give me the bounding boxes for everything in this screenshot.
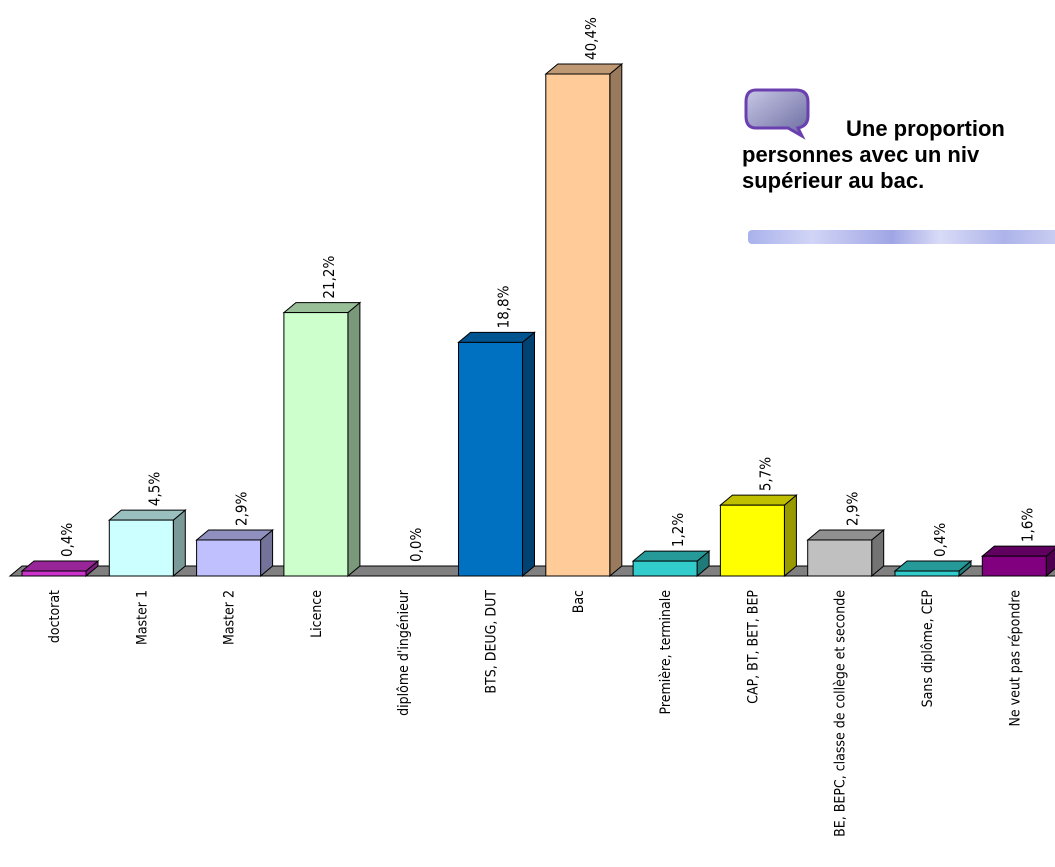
bar-side xyxy=(522,331,535,578)
bars-group xyxy=(20,62,1055,578)
value-label-1: 0,4% xyxy=(58,523,76,557)
bar-front xyxy=(21,570,87,577)
category-labels-group: doctorat Master 1 Master 2 Licence diplôme d… xyxy=(47,589,1023,837)
bar-side xyxy=(609,62,623,578)
callout-line-3: supérieur au bac. xyxy=(742,168,925,193)
bar-side xyxy=(172,509,186,578)
bar-front xyxy=(545,73,611,577)
value-label-4: 21,2% xyxy=(320,256,338,299)
callout-line-2: personnes avec un niv xyxy=(742,142,980,167)
bar-3 xyxy=(195,528,274,578)
value-label-5: 0,0% xyxy=(407,528,425,562)
bar-top xyxy=(893,560,973,572)
category-label-7: Bac xyxy=(571,590,587,613)
bar-10 xyxy=(806,528,886,578)
bar-top xyxy=(195,529,274,541)
category-label-2: Master 1 xyxy=(134,590,150,645)
category-label-1: doctorat xyxy=(47,590,63,643)
bar-side xyxy=(347,301,361,578)
bar-top xyxy=(544,63,624,75)
bar-top xyxy=(806,529,886,541)
value-labels-group: 0,4% 4,5% 2,9% 21,2% 0,0% 18,8% 40,4% 1,2% 5,7% 2… xyxy=(58,17,1036,562)
category-label-6: BTS, DEUG, DUT xyxy=(484,590,500,694)
bar-top xyxy=(980,545,1055,557)
value-label-12: 1,6% xyxy=(1018,508,1036,542)
value-label-6: 18,8% xyxy=(495,285,513,328)
bar-11 xyxy=(893,559,973,578)
value-label-8: 1,2% xyxy=(669,513,687,547)
bar-7 xyxy=(544,62,624,578)
value-label-3: 2,9% xyxy=(233,492,251,526)
bar-front xyxy=(807,539,873,577)
callout-text: Une proportion personnes avec un niv sup… xyxy=(742,116,1055,194)
bar-top xyxy=(631,550,711,562)
callout: Une proportion personnes avec un niv sup… xyxy=(742,86,1055,246)
bar-1 xyxy=(20,559,100,578)
bar-6 xyxy=(457,331,536,578)
value-label-10: 2,9% xyxy=(844,492,862,526)
category-label-4: Licence xyxy=(309,590,325,638)
bar-2 xyxy=(107,509,187,578)
bar-top xyxy=(457,331,536,343)
speech-bubble-icon xyxy=(744,88,810,140)
bar-front xyxy=(632,560,698,577)
value-label-2: 4,5% xyxy=(145,472,163,506)
bar-top xyxy=(282,302,362,314)
value-label-7: 40,4% xyxy=(582,17,600,60)
brush-stroke-decoration xyxy=(748,230,1055,244)
bar-9 xyxy=(719,494,798,578)
callout-line-1: Une proportion xyxy=(846,116,1005,141)
bar-front xyxy=(981,555,1047,577)
category-label-12: Ne veut pas répondre xyxy=(1007,590,1023,727)
bar-front xyxy=(283,312,349,577)
bar-top xyxy=(20,560,100,572)
value-label-9: 5,7% xyxy=(756,457,774,491)
bar-top xyxy=(107,509,187,521)
category-label-3: Master 2 xyxy=(222,590,238,645)
bar-front xyxy=(458,341,523,577)
bar-8 xyxy=(631,550,711,578)
bar-4 xyxy=(282,301,362,578)
bar-top xyxy=(719,494,798,506)
category-label-8: Première, terminale xyxy=(658,590,674,715)
category-label-9: CAP, BT, BET, BEP xyxy=(745,590,761,704)
category-label-5: diplôme d'ingénieur xyxy=(396,589,412,716)
bar-front xyxy=(196,539,262,577)
bar-front xyxy=(108,519,174,577)
category-label-10: BE, BEPC, classe de collège et seconde xyxy=(833,590,849,837)
bar-side xyxy=(783,494,797,578)
bar-front xyxy=(719,504,785,577)
bar-12 xyxy=(980,545,1055,578)
bar-front xyxy=(894,570,960,577)
category-label-11: Sans diplôme, CEP xyxy=(920,590,936,708)
value-label-11: 0,4% xyxy=(931,523,949,557)
